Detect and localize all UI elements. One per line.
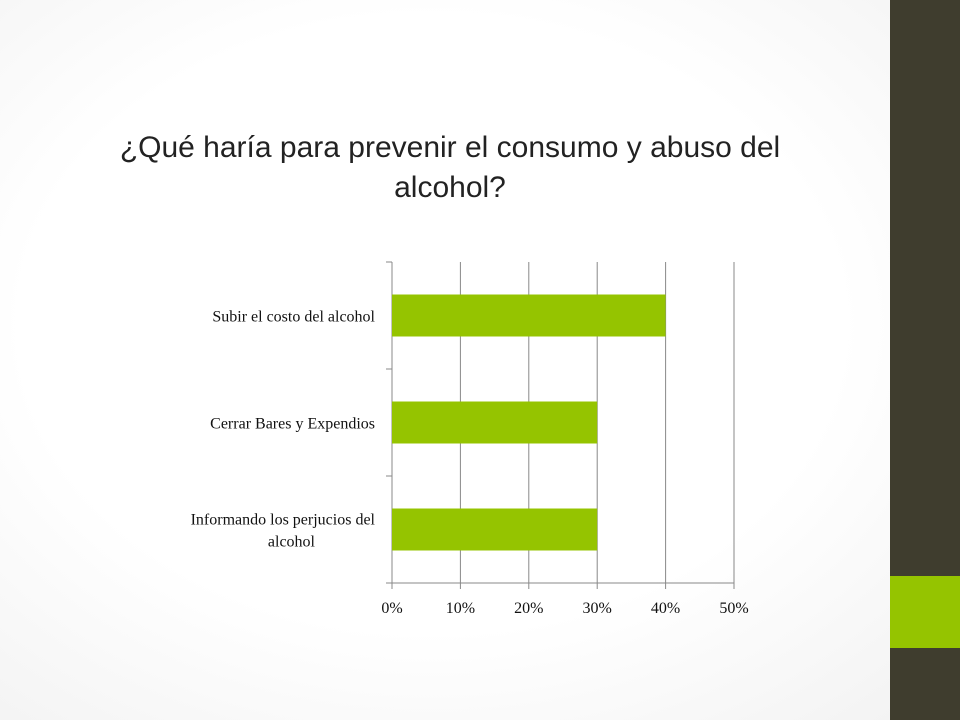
x-tick-label: 10% bbox=[446, 600, 475, 617]
x-tick-label: 30% bbox=[583, 600, 612, 617]
category-label: alcohol bbox=[268, 534, 316, 551]
x-tick-label: 0% bbox=[381, 600, 402, 617]
bar bbox=[392, 294, 666, 337]
bar bbox=[392, 401, 598, 444]
x-tick-label: 20% bbox=[514, 600, 543, 617]
x-tick-label: 40% bbox=[651, 600, 680, 617]
sidebar-accent bbox=[890, 576, 960, 648]
category-label: Informando los perjucios del bbox=[191, 512, 376, 529]
x-tick-label: 50% bbox=[719, 600, 748, 617]
slide-title: ¿Qué haría para prevenir el consumo y ab… bbox=[119, 131, 781, 204]
bar bbox=[392, 508, 598, 551]
category-label: Cerrar Bares y Expendios bbox=[210, 416, 375, 433]
category-label: Subir el costo del alcohol bbox=[212, 309, 375, 326]
